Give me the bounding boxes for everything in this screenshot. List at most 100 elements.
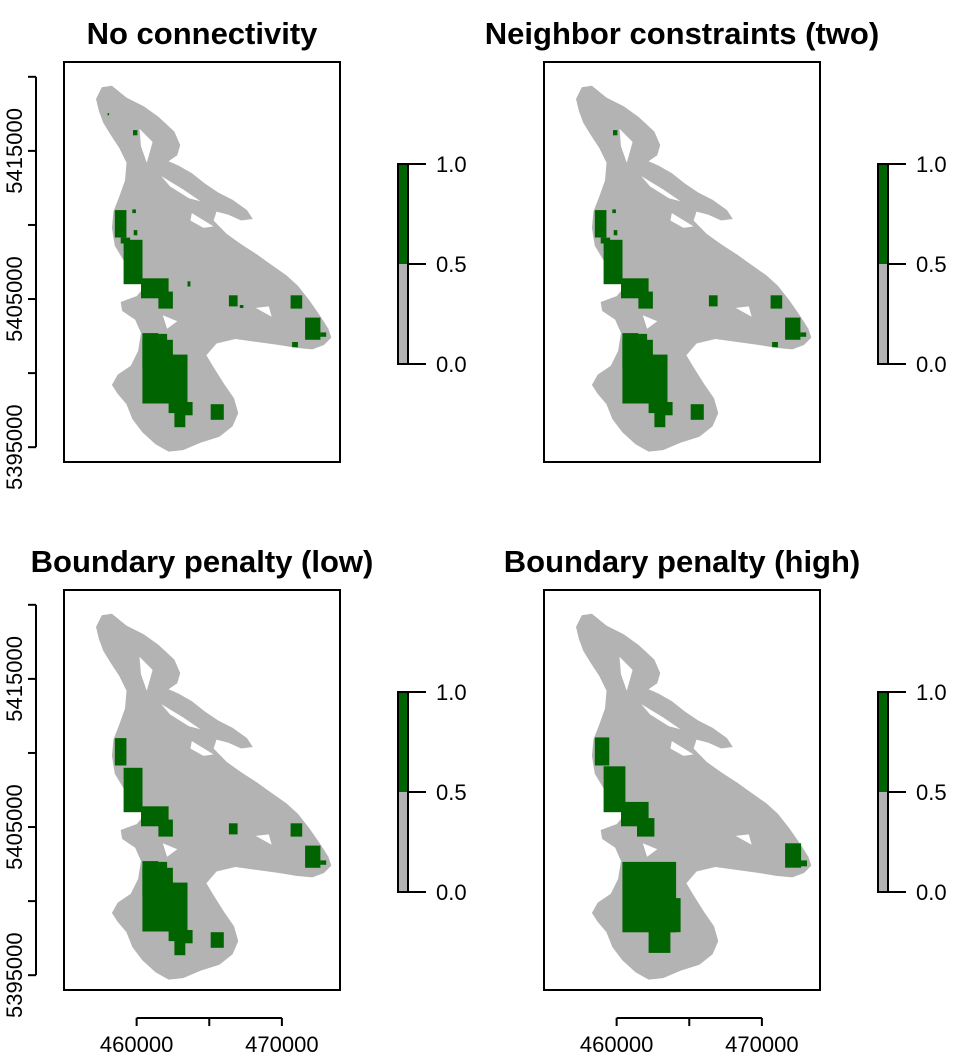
- selected-planning-unit: [648, 354, 668, 414]
- legend-colorbar: 0.0 0.5 1.0: [397, 152, 467, 377]
- selected-planning-unit: [799, 860, 807, 867]
- selected-planning-unit: [600, 237, 611, 244]
- selected-planning-unit: [133, 230, 138, 236]
- selected-planning-unit: [800, 332, 807, 337]
- selected-planning-unit: [305, 317, 321, 340]
- selected-planning-unit: [132, 209, 136, 214]
- selected-planning-unit: [708, 295, 718, 307]
- legend-colorbar: 0.0 0.5 1.0: [877, 152, 947, 377]
- y-tick-label: 5405000: [2, 784, 27, 870]
- selected-planning-unit: [168, 354, 188, 414]
- selected-planning-unit: [637, 818, 655, 837]
- legend-tick-label: 1.0: [916, 680, 947, 705]
- water-gap: [139, 656, 153, 691]
- water-gap: [162, 843, 178, 857]
- selected-planning-unit: [142, 861, 159, 896]
- selected-planning-unit: [664, 402, 673, 416]
- selected-planning-unit: [785, 843, 802, 868]
- legend-tick-label: 1.0: [916, 152, 947, 177]
- selected-planning-unit: [228, 295, 238, 307]
- selected-planning-unit: [158, 861, 168, 885]
- legend-tick-label: 1.0: [436, 680, 467, 705]
- legend-tick-label: 0.0: [916, 880, 947, 905]
- water-gap: [642, 843, 658, 857]
- selected-planning-unit: [133, 130, 138, 136]
- water-gap: [139, 128, 153, 163]
- y-tick-label: 5395000: [2, 932, 27, 1018]
- water-gap: [190, 741, 214, 756]
- water-gap: [619, 128, 633, 163]
- legend-swatch-selected: [878, 692, 888, 792]
- water-gap: [190, 213, 214, 228]
- water-gap: [641, 176, 681, 202]
- map-layer: [96, 85, 332, 452]
- selected-planning-unit: [168, 882, 188, 942]
- x-tick-label: 460000: [100, 1032, 173, 1056]
- map-layer: [576, 613, 812, 980]
- water-gap: [161, 176, 201, 202]
- legend-swatch-unselected: [398, 792, 408, 892]
- water-gap: [735, 834, 752, 845]
- legend-swatch-unselected: [878, 264, 888, 364]
- selected-planning-unit: [210, 404, 224, 420]
- water-gap: [670, 213, 694, 228]
- panel-boundary-low: Boundary penalty (low) 5395000 5405000 541…: [2, 544, 467, 1056]
- selected-planning-unit: [120, 237, 131, 244]
- plot-frame: [63, 589, 341, 991]
- legend-colorbar: 0.0 0.5 1.0: [877, 680, 947, 905]
- selected-planning-unit: [158, 291, 173, 309]
- water-gap: [255, 306, 272, 317]
- selected-planning-unit: [290, 823, 303, 837]
- selected-planning-unit: [612, 209, 616, 214]
- selected-planning-unit: [622, 333, 639, 368]
- selected-planning-unit: [174, 404, 186, 428]
- selected-planning-unit: [305, 845, 321, 868]
- legend-tick-label: 1.0: [436, 152, 467, 177]
- selected-planning-unit: [290, 295, 303, 309]
- y-tick-label: 5405000: [2, 256, 27, 342]
- legend-tick-label: 0.5: [436, 252, 467, 277]
- selected-planning-unit: [613, 130, 618, 136]
- selected-planning-unit: [654, 404, 666, 428]
- panel-neighbor-constraints: Neighbor constraints (two) 0.0 0.5 1.0: [485, 16, 947, 463]
- y-tick-label: 5415000: [2, 108, 27, 194]
- panel-title: Boundary penalty (low): [31, 544, 374, 579]
- selected-planning-unit: [292, 342, 298, 348]
- water-gap: [735, 306, 752, 317]
- selected-planning-unit: [184, 402, 193, 416]
- selected-planning-unit: [142, 333, 159, 368]
- selected-planning-unit: [638, 333, 648, 357]
- x-axis: 460000 470000: [580, 1017, 799, 1056]
- legend-swatch-selected: [878, 164, 888, 264]
- panel-title: Neighbor constraints (two): [485, 16, 879, 51]
- water-gap: [162, 315, 178, 329]
- panel-no-connectivity: No connectivity 5395000 5405000 5415000 0.…: [2, 16, 467, 490]
- selected-planning-unit: [690, 404, 704, 420]
- selected-planning-unit: [772, 342, 778, 348]
- selected-planning-unit: [320, 860, 327, 865]
- selected-planning-unit: [770, 295, 783, 309]
- y-tick-label: 5415000: [2, 636, 27, 722]
- legend-tick-label: 0.5: [916, 252, 947, 277]
- x-tick-label: 460000: [580, 1032, 653, 1056]
- plot-frame: [543, 61, 821, 463]
- water-gap: [642, 315, 658, 329]
- selected-planning-unit: [320, 332, 327, 337]
- selected-planning-unit: [114, 210, 127, 238]
- panel-boundary-high: Boundary penalty (high) 460000 470000 0.0…: [504, 544, 947, 1056]
- selected-planning-unit: [603, 766, 626, 813]
- water-gap: [670, 741, 694, 756]
- map-layer: [576, 85, 812, 452]
- selected-planning-unit: [603, 239, 623, 285]
- y-axis: 5395000 5405000 5415000: [2, 603, 37, 1018]
- plot-frame: [63, 61, 341, 463]
- legend-colorbar: 0.0 0.5 1.0: [397, 680, 467, 905]
- selected-planning-unit: [785, 317, 801, 340]
- selected-planning-unit: [228, 823, 238, 835]
- panel-title: No connectivity: [87, 16, 319, 51]
- selected-planning-unit: [123, 767, 143, 813]
- legend-tick-label: 0.0: [916, 352, 947, 377]
- y-axis: 5395000 5405000 5415000: [2, 75, 37, 490]
- water-gap: [619, 656, 633, 691]
- y-tick-label: 5395000: [2, 404, 27, 490]
